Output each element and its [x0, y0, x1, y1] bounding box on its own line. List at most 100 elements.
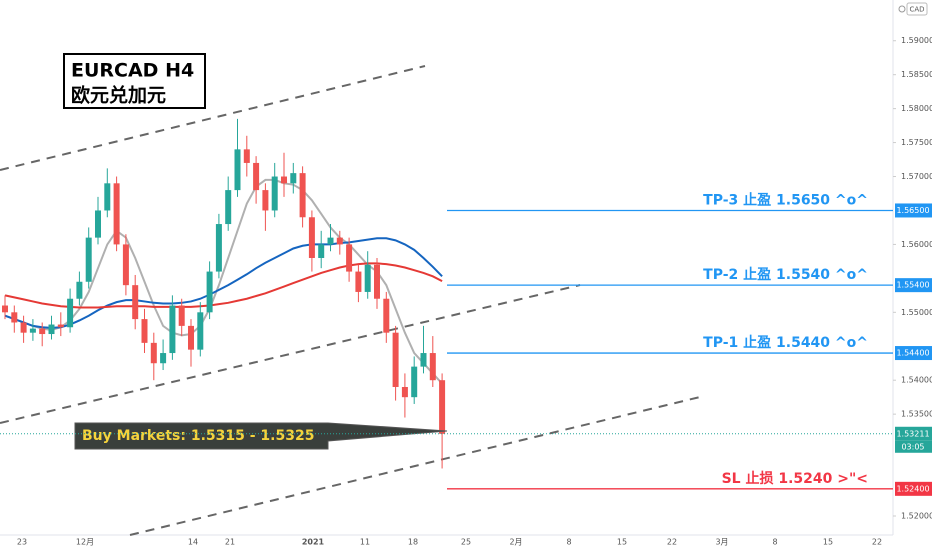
candle-body	[160, 353, 167, 364]
level-badge	[895, 278, 932, 293]
candle-body	[327, 237, 334, 245]
candle-body	[188, 325, 194, 350]
level-price-label: 1.54400	[896, 349, 929, 358]
candle-body	[85, 237, 92, 282]
candle-body	[299, 173, 306, 218]
chart-title: EURCAD H4	[71, 60, 194, 82]
y-tick-label: 1.53500	[901, 410, 932, 419]
candle-body	[197, 312, 204, 350]
x-tick-label: 15	[823, 538, 833, 547]
candle-body	[364, 264, 371, 292]
x-tick-label: 25	[461, 538, 471, 547]
callout-box	[74, 422, 448, 450]
candle-body	[169, 305, 176, 354]
candle-body	[215, 224, 222, 272]
currency-label: CAD	[909, 6, 924, 14]
x-tick-label: 11	[360, 538, 370, 547]
level-badge	[895, 346, 932, 361]
y-tick-label: 1.57500	[901, 138, 932, 147]
y-tick-label: 1.58500	[901, 70, 932, 79]
candle-body	[281, 176, 287, 184]
y-tick-label: 1.55000	[901, 308, 932, 317]
candle-body	[383, 298, 390, 333]
x-tick-label: 23	[17, 538, 27, 547]
candle-body	[262, 190, 269, 211]
x-tick-label: 22	[872, 538, 882, 547]
moving-average	[4, 262, 443, 309]
level-price-label: 1.52400	[896, 484, 929, 493]
y-tick-label: 1.54000	[901, 376, 932, 385]
level-price-label: 1.56500	[896, 206, 929, 215]
chart-subtitle: 欧元兑加元	[71, 84, 166, 107]
candle-body	[290, 173, 297, 184]
candle-body	[104, 183, 111, 211]
current-price-badge	[895, 426, 932, 441]
y-tick-label: 1.52000	[901, 511, 932, 520]
y-tick-label: 1.57000	[901, 172, 932, 181]
channel-line	[129, 396, 701, 536]
candle-body	[411, 366, 418, 398]
countdown-badge	[895, 440, 932, 453]
candle-body	[206, 271, 213, 313]
candle-body	[67, 298, 74, 328]
candle-body	[48, 324, 55, 335]
x-tick-label: 21	[225, 538, 235, 547]
candle-body	[308, 217, 315, 258]
candle-body	[11, 312, 18, 323]
y-tick-label: 1.58000	[901, 104, 932, 113]
candle-body	[271, 176, 278, 211]
x-tick-label: 2月	[509, 538, 522, 547]
level-text: TP-2 止盈 1.5540 ^o^	[703, 266, 868, 283]
candle-body	[29, 328, 36, 333]
currency-badge	[906, 2, 928, 16]
candle-body	[141, 319, 148, 343]
candle-body	[178, 305, 185, 326]
countdown-label: 03:05	[901, 442, 924, 451]
candle-body	[429, 353, 436, 381]
level-price-label: 1.55400	[896, 281, 929, 290]
x-tick-label: 8	[566, 538, 571, 547]
candle-body	[95, 210, 101, 238]
title-box	[63, 53, 206, 109]
callout-text: Buy Markets: 1.5315 - 1.5325	[82, 428, 314, 444]
candle-body	[76, 281, 83, 299]
candle-body	[20, 322, 27, 333]
candle-body	[346, 244, 353, 272]
y-tick-label: 1.59000	[901, 36, 932, 45]
x-tick-label: 22	[667, 538, 677, 547]
level-text: TP-3 止盈 1.5650 ^o^	[703, 191, 868, 208]
x-tick-label: 15	[617, 538, 627, 547]
candle-body	[225, 190, 232, 225]
candle-body	[234, 149, 241, 191]
candle-body	[39, 328, 46, 335]
candle-body	[243, 149, 250, 163]
candle-body	[113, 183, 120, 245]
level-badge	[895, 203, 932, 218]
candle-body	[253, 162, 260, 191]
level-badge	[895, 481, 932, 496]
level-text: TP-1 止盈 1.5440 ^o^	[703, 334, 868, 351]
candle-body	[420, 353, 427, 367]
y-tick-label: 1.56000	[901, 240, 932, 249]
candle-body	[122, 244, 129, 286]
x-tick-label: 12月	[76, 538, 94, 547]
candle-body	[439, 380, 446, 434]
x-tick-label: 14	[188, 538, 198, 547]
currency-icon	[898, 5, 906, 13]
candle-body	[132, 285, 139, 320]
candle-body	[336, 237, 343, 245]
candle-body	[57, 324, 64, 328]
x-tick-label: 18	[408, 538, 418, 547]
candle-body	[374, 264, 380, 299]
candle-body	[401, 386, 408, 398]
candle-body	[392, 332, 399, 387]
channel-line	[0, 284, 581, 424]
channel-line	[0, 65, 426, 171]
candle-body	[318, 244, 325, 258]
channel	[0, 65, 701, 536]
x-tick-label: 3月	[715, 538, 728, 547]
level-text: SL 止损 1.5240 >"<	[722, 470, 868, 487]
x-tick-label: 2021	[302, 538, 325, 547]
